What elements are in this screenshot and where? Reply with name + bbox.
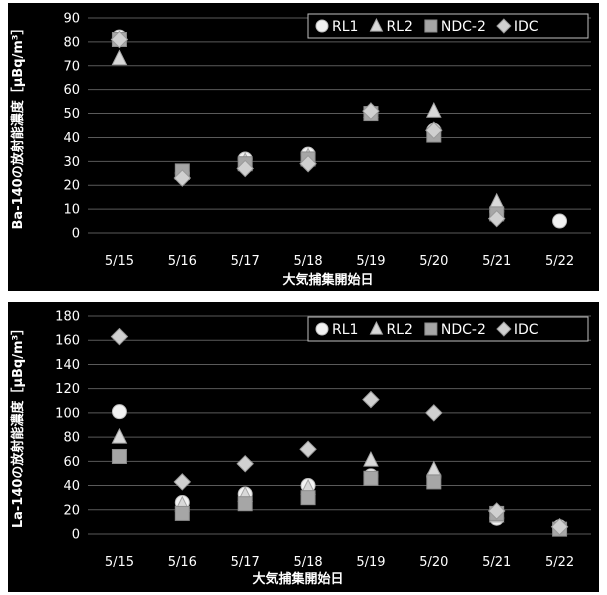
chart2-legend-label: RL2 bbox=[386, 322, 412, 338]
chart2-x-tick-label: 5/19 bbox=[356, 555, 385, 570]
chart2-x-axis-title: 大気捕集開始日 bbox=[252, 571, 343, 587]
chart1-legend-marker bbox=[369, 17, 384, 32]
chart2-y-tick-label: 80 bbox=[63, 431, 80, 446]
chart1-legend-label: IDC bbox=[514, 19, 539, 35]
chart1-data-point bbox=[425, 121, 443, 140]
chart1-data-point bbox=[299, 154, 317, 173]
chart1-legend-marker bbox=[496, 18, 512, 34]
chart2-data-point bbox=[363, 450, 379, 467]
chart2-y-axis-title: La-140の放射能濃度［μBq/m³］ bbox=[10, 322, 26, 528]
chart1-x-tick-label: 5/22 bbox=[545, 254, 574, 269]
chart2-y-tick-label: 20 bbox=[63, 503, 80, 518]
chart2-x-tick-label: 5/16 bbox=[168, 555, 197, 570]
chart1-x-tick-label: 5/21 bbox=[482, 254, 511, 269]
chart2-y-tick-label: 100 bbox=[55, 406, 80, 421]
chart1-legend-marker bbox=[315, 19, 329, 33]
chart1-x-tick-label: 5/16 bbox=[168, 254, 197, 269]
chart1-legend-label: NDC-2 bbox=[441, 19, 486, 35]
chart1-x-tick-label: 5/18 bbox=[293, 254, 322, 269]
chart2-x-tick-label: 5/21 bbox=[482, 555, 511, 570]
chart1-data-point bbox=[362, 102, 380, 120]
chart2-data-point bbox=[111, 404, 127, 420]
chart2-legend-marker bbox=[424, 322, 438, 336]
chart1-data-point bbox=[236, 159, 254, 178]
chart1-y-tick-label: 80 bbox=[63, 35, 80, 50]
chart2-data-point bbox=[426, 474, 442, 490]
chart1-y-axis-title: Ba-140の放射能濃度［μBq/m³］ bbox=[10, 22, 26, 230]
chart1-x-axis-title: 大気捕集開始日 bbox=[282, 272, 373, 288]
chart1-y-tick-label: 30 bbox=[63, 155, 80, 170]
chart2-legend-label: RL1 bbox=[332, 322, 358, 338]
chart1-y-tick-label: 10 bbox=[63, 203, 80, 218]
chart1-data-point bbox=[487, 209, 506, 228]
chart2-x-tick-label: 5/18 bbox=[293, 555, 322, 570]
la140-scatter-chart: 0 20 40 60 80 100 120 140 160 180 5/15 5/16 5/17 5/18… bbox=[10, 310, 591, 587]
chart1-data-point bbox=[110, 30, 129, 49]
chart2-y-tick-label: 140 bbox=[55, 358, 80, 373]
chart2-data-point bbox=[362, 390, 380, 409]
chart2-data-point bbox=[236, 454, 254, 473]
chart2-x-tick-label: 5/17 bbox=[231, 555, 260, 570]
chart2-x-tick-label: 5/15 bbox=[105, 555, 134, 570]
chart1-y-tick-label: 50 bbox=[63, 107, 80, 122]
chart2-legend-marker bbox=[315, 322, 329, 336]
chart2-x-tick-label: 5/20 bbox=[419, 555, 448, 570]
chart1-data-point bbox=[173, 169, 192, 187]
ba140-chart-panel: 0 10 20 30 40 50 60 70 80 90 5/15 5/16 5/17 5/18 5/19 5… bbox=[8, 3, 599, 291]
chart2-y-tick-label: 0 bbox=[72, 528, 80, 543]
chart1-y-tick-label: 60 bbox=[63, 83, 80, 98]
chart1-data-point bbox=[488, 192, 505, 209]
chart1-legend-label: RL2 bbox=[386, 19, 412, 35]
chart2-y-tick-label: 180 bbox=[55, 310, 80, 325]
chart2-data-point bbox=[173, 473, 192, 491]
chart2-data-point bbox=[487, 502, 506, 520]
chart1-legend-box bbox=[307, 13, 589, 39]
chart1-data-point bbox=[552, 213, 568, 229]
chart2-data-point bbox=[363, 470, 379, 486]
chart1-data-point bbox=[426, 101, 442, 118]
chart2-legend-marker bbox=[496, 321, 512, 337]
chart2-data-point bbox=[237, 496, 253, 512]
chart2-legend: RL1 RL2 NDC-2 IDC bbox=[307, 316, 589, 342]
chart1-series-idc bbox=[110, 30, 506, 228]
chart2-y-tick-label: 40 bbox=[63, 479, 80, 494]
chart2-series-idc bbox=[110, 327, 569, 536]
chart1-legend-label: RL1 bbox=[332, 19, 358, 35]
chart2-data-point bbox=[110, 327, 129, 346]
chart2-data-point bbox=[300, 490, 316, 506]
la140-chart-panel: 0 20 40 60 80 100 120 140 160 180 5/15 5/16 5/17 5/18… bbox=[8, 302, 599, 592]
chart1-y-tick-label: 90 bbox=[63, 12, 80, 27]
chart2-data-point bbox=[299, 440, 317, 458]
chart2-x-tick-label: 5/22 bbox=[545, 555, 574, 570]
chart2-legend-label: NDC-2 bbox=[441, 322, 486, 338]
chart2-legend-marker bbox=[369, 320, 384, 335]
chart1-y-tick-label: 20 bbox=[63, 179, 80, 194]
chart1-data-point bbox=[111, 49, 128, 66]
chart1-x-tick-label: 5/19 bbox=[356, 254, 385, 269]
chart2-legend-label: IDC bbox=[514, 322, 539, 338]
chart2-y-tick-label: 120 bbox=[55, 382, 80, 397]
chart1-y-tick-label: 70 bbox=[63, 59, 80, 74]
chart2-data-point bbox=[174, 505, 190, 521]
chart1-y-tick-label: 40 bbox=[63, 131, 80, 146]
chart2-data-point bbox=[111, 448, 127, 464]
chart1-x-tick-label: 5/17 bbox=[231, 254, 260, 269]
chart2-data-point bbox=[425, 404, 443, 422]
chart2-y-tick-label: 160 bbox=[55, 334, 80, 349]
chart2-data-point bbox=[111, 427, 128, 444]
chart2-legend-box bbox=[307, 316, 589, 342]
chart1-x-tick-label: 5/15 bbox=[105, 254, 134, 269]
chart1-legend: RL1 RL2 NDC-2 IDC bbox=[307, 13, 589, 39]
chart1-series-rl2 bbox=[111, 49, 505, 209]
chart1-series-ndc-2 bbox=[111, 32, 505, 222]
chart1-y-tick-label: 0 bbox=[72, 227, 80, 242]
chart1-x-tick-label: 5/20 bbox=[419, 254, 448, 269]
chart1-legend-marker bbox=[424, 19, 438, 33]
chart2-y-tick-label: 60 bbox=[63, 455, 80, 470]
ba140-scatter-chart: 0 10 20 30 40 50 60 70 80 90 5/15 5/16 5/17 5/18 5/19 5… bbox=[10, 12, 591, 288]
chart2-data-point bbox=[550, 517, 569, 536]
chart2-data-point bbox=[426, 460, 442, 477]
